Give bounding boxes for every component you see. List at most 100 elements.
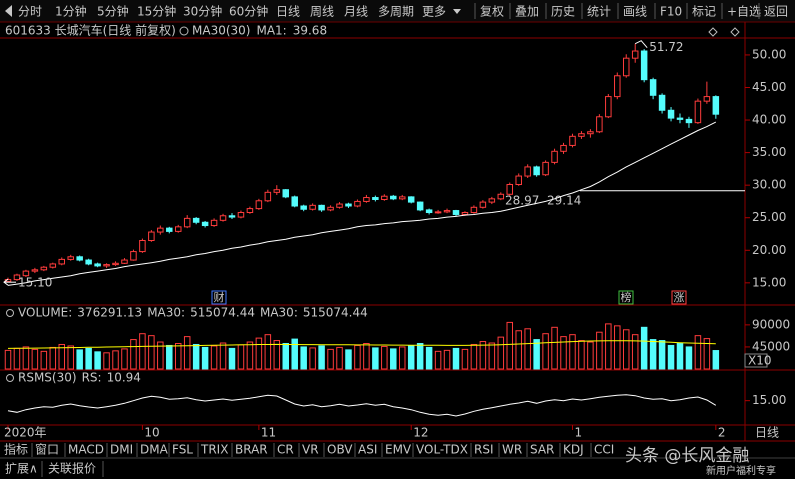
indicator-tab[interactable]: 指标 bbox=[4, 442, 28, 457]
indicator-tab[interactable]: DMA bbox=[140, 443, 169, 457]
toolbar-tab[interactable]: 更多 bbox=[422, 5, 446, 19]
event-marker-box[interactable] bbox=[211, 290, 227, 305]
indicator-tab[interactable]: WR bbox=[502, 443, 522, 457]
volume-bar bbox=[210, 345, 218, 370]
indicator-tab[interactable]: MACD bbox=[68, 443, 104, 457]
candle-body bbox=[49, 263, 57, 268]
indicator-tab[interactable]: CR bbox=[277, 443, 294, 457]
high-pointer bbox=[634, 40, 648, 49]
indicator-tab[interactable]: DMI bbox=[110, 443, 133, 457]
indicator-tab[interactable]: TRIX bbox=[200, 443, 228, 457]
volume-bar bbox=[614, 325, 621, 370]
y-tick-label: 20.00 bbox=[752, 243, 786, 257]
volume-bar bbox=[398, 346, 406, 370]
indicator-icon[interactable] bbox=[179, 26, 189, 36]
toolbar-button[interactable]: 历史 bbox=[551, 5, 575, 19]
panel-icon[interactable] bbox=[730, 27, 740, 37]
candle-body bbox=[103, 264, 110, 267]
ma-value: 39.68 bbox=[293, 24, 327, 38]
indicator-tab[interactable]: KDJ bbox=[563, 443, 584, 457]
footer-tab[interactable]: 扩展∧ bbox=[5, 462, 38, 476]
volume-bar bbox=[201, 346, 209, 370]
volume-bar bbox=[282, 343, 290, 370]
indicator-tab[interactable]: VR bbox=[302, 443, 319, 457]
more-dropdown[interactable] bbox=[453, 9, 461, 14]
toolbar-tab[interactable]: 日线 bbox=[276, 5, 300, 19]
volume-bar bbox=[551, 326, 558, 370]
candle-body bbox=[40, 266, 48, 271]
indicator-tab[interactable]: EMV bbox=[385, 443, 412, 457]
volume-bar bbox=[703, 338, 711, 370]
candle-body bbox=[210, 219, 218, 227]
volume-bar bbox=[264, 334, 272, 370]
toolbar-tab[interactable]: 月线 bbox=[344, 5, 368, 19]
toolbar-button[interactable]: 返回 bbox=[764, 5, 788, 19]
toolbar-tab[interactable]: 多周期 bbox=[378, 5, 414, 19]
back-arrow[interactable] bbox=[5, 5, 12, 17]
volume-bar bbox=[470, 343, 478, 370]
volume-bar bbox=[31, 348, 39, 370]
volume-bar bbox=[76, 349, 83, 370]
indicator-tab[interactable]: CCI bbox=[594, 443, 614, 457]
toolbar-button[interactable]: +自选 bbox=[727, 5, 761, 19]
indicator-tab[interactable]: BRAR bbox=[235, 443, 268, 457]
indicator-tab[interactable]: VOL-TDX bbox=[416, 443, 468, 457]
volume-bar bbox=[497, 336, 505, 370]
volume-bar bbox=[183, 336, 191, 370]
candle-body bbox=[443, 210, 451, 213]
toolbar-tab[interactable]: 分时 bbox=[18, 5, 42, 19]
toolbar-button[interactable]: 叠加 bbox=[515, 5, 539, 19]
candle-body bbox=[174, 226, 182, 232]
volume-bar bbox=[130, 339, 137, 370]
toolbar-tab[interactable]: 5分钟 bbox=[97, 4, 129, 19]
volume-bar bbox=[712, 350, 720, 370]
toolbar-tab[interactable]: 30分钟 bbox=[183, 4, 222, 19]
toolbar-button[interactable]: 复权 bbox=[480, 5, 504, 19]
panel-icon[interactable] bbox=[708, 27, 718, 37]
indicator-icon[interactable] bbox=[6, 309, 14, 317]
volume-bar bbox=[237, 344, 245, 370]
candle-body bbox=[694, 100, 702, 124]
footer-tab[interactable]: 关联报价 bbox=[48, 461, 96, 476]
volume-bar bbox=[596, 331, 603, 370]
event-marker-box[interactable] bbox=[671, 290, 687, 305]
y-tick-label: 40.00 bbox=[752, 113, 786, 127]
event-marker-box[interactable] bbox=[618, 290, 634, 305]
indicator-tab[interactable]: SAR bbox=[530, 443, 554, 457]
volume-bar bbox=[4, 349, 12, 370]
toolbar-button[interactable]: 画线 bbox=[623, 5, 647, 19]
event-marker[interactable]: 财 bbox=[214, 290, 225, 304]
toolbar-tab[interactable]: 60分钟 bbox=[229, 4, 268, 19]
toolbar-button[interactable]: 统计 bbox=[587, 5, 611, 19]
indicator-tab[interactable]: ASI bbox=[358, 443, 377, 457]
candle-body bbox=[31, 269, 39, 272]
volume-bar bbox=[605, 323, 612, 370]
toolbar-tab[interactable]: 15分钟 bbox=[137, 4, 176, 19]
indicator-tab[interactable]: OBV bbox=[327, 443, 353, 457]
toolbar-button[interactable]: 标记 bbox=[692, 5, 716, 19]
candle-body bbox=[390, 195, 397, 200]
event-marker[interactable]: 涨 bbox=[674, 291, 685, 304]
indicator-icon[interactable] bbox=[6, 374, 14, 382]
volume-bar bbox=[667, 344, 675, 370]
volume-bar bbox=[300, 346, 307, 370]
indicator-tab[interactable]: RSI bbox=[474, 443, 494, 457]
toolbar-button[interactable]: F10 bbox=[660, 5, 682, 19]
volume-bar bbox=[390, 348, 397, 370]
candle-body bbox=[569, 135, 576, 146]
volume-bar bbox=[228, 347, 236, 370]
toolbar-tab[interactable]: 周线 bbox=[310, 5, 334, 19]
indicator-tab[interactable]: 窗口 bbox=[35, 443, 59, 457]
ma-label: MA1: bbox=[256, 24, 286, 38]
volume-bar bbox=[676, 343, 684, 370]
volume-bar bbox=[407, 345, 415, 370]
event-marker[interactable]: 榜 bbox=[621, 290, 632, 304]
candle-body bbox=[345, 203, 352, 207]
volume-bar bbox=[318, 345, 325, 370]
candle-body bbox=[246, 208, 254, 214]
indicator-tab[interactable]: FSL bbox=[172, 443, 193, 457]
toolbar-tab[interactable]: 1分钟 bbox=[55, 4, 87, 19]
candle-body bbox=[381, 195, 388, 200]
candle-body bbox=[685, 118, 693, 124]
